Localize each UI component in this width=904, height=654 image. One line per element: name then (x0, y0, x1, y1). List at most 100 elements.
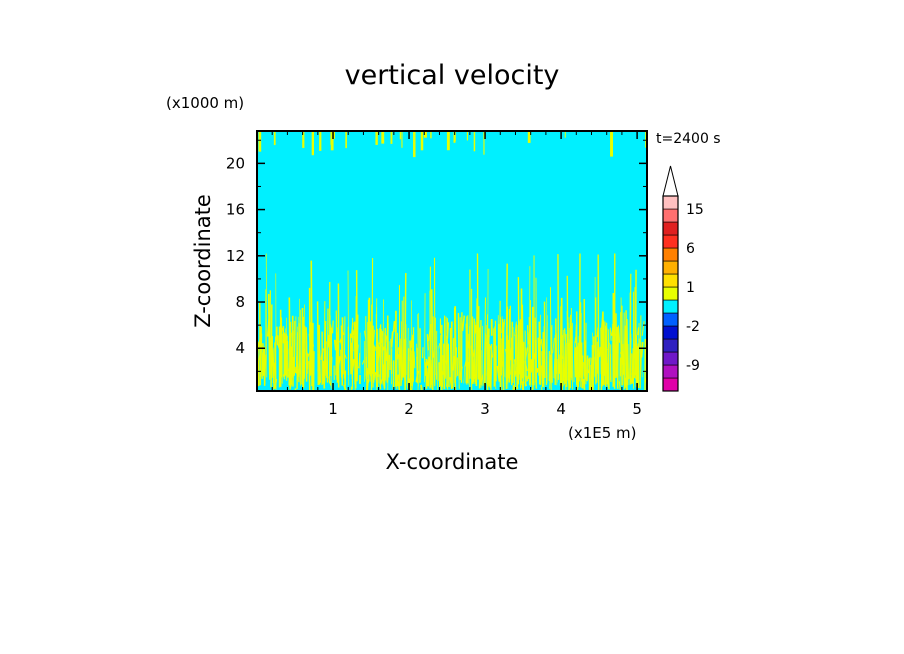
updraft-streak (524, 360, 528, 372)
updraft-streak (372, 325, 375, 383)
updraft-streak (311, 339, 315, 347)
updraft-streak (341, 330, 345, 336)
x-axis-label: X-coordinate (386, 450, 519, 474)
updraft-streak (567, 342, 571, 351)
updraft-streak (410, 334, 414, 348)
updraft-streak (377, 346, 380, 384)
updraft-streak (588, 357, 591, 374)
colorbar-segment (662, 234, 679, 249)
updraft-streak (624, 377, 628, 388)
colorbar-segment (662, 351, 679, 366)
chart-title: vertical velocity (345, 60, 560, 91)
colorbar-frame (662, 195, 679, 392)
colorbar-segment (662, 299, 679, 314)
updraft-streak (431, 341, 435, 358)
updraft-streak (613, 342, 617, 356)
updraft-streak (310, 260, 313, 387)
updraft-streak (552, 337, 555, 354)
updraft-streak (529, 359, 533, 373)
updraft-streak (500, 338, 503, 376)
colorbar-segment (662, 325, 679, 340)
updraft-streak (351, 342, 354, 352)
updraft-streak (426, 334, 430, 351)
updraft-streak (358, 352, 361, 369)
updraft-streak (337, 355, 342, 367)
updraft-streak (615, 339, 618, 357)
x-tick-label: 1 (328, 400, 338, 418)
x-unit-label: (x1E5 m) (568, 424, 637, 442)
updraft-streak (550, 324, 553, 384)
updraft-streak (446, 322, 450, 339)
updraft-streak (440, 331, 443, 337)
updraft-streak (366, 321, 368, 388)
updraft-streak (602, 376, 605, 386)
updraft-streak (320, 348, 324, 360)
updraft-streak (629, 354, 632, 371)
updraft-streak (476, 253, 479, 377)
updraft-streak (328, 376, 332, 386)
updraft-streak (282, 374, 286, 380)
updraft-streak (329, 324, 333, 335)
x-tick-label: 5 (632, 400, 642, 418)
updraft-streak (463, 365, 466, 384)
updraft-streak (331, 356, 333, 371)
updraft-streak (437, 345, 439, 390)
updraft-streak (449, 327, 452, 381)
updraft-streak (644, 378, 647, 383)
updraft-streak (474, 324, 477, 334)
updraft-streak (327, 334, 331, 348)
updraft-streak (307, 351, 311, 356)
colorbar-tick-label: 6 (686, 241, 695, 257)
time-label: t=2400 s (656, 131, 721, 147)
updraft-streak (347, 270, 350, 386)
updraft-streak (567, 377, 570, 386)
updraft-streak (273, 378, 278, 390)
updraft-streak (271, 358, 275, 368)
updraft-streak (594, 344, 597, 353)
updraft-streak (632, 351, 636, 363)
updraft-streak (486, 337, 488, 376)
updraft-streak (624, 337, 628, 353)
updraft-streak (308, 333, 311, 343)
updraft-streak (368, 347, 371, 355)
updraft-streak (561, 354, 564, 359)
updraft-streak (461, 315, 466, 332)
updraft-streak (290, 346, 293, 387)
y-tick-label: 16 (226, 201, 245, 219)
updraft-streak (597, 254, 600, 391)
updraft-streak (303, 304, 305, 378)
updraft-streak (385, 348, 388, 361)
updraft-streak (521, 381, 524, 391)
updraft-streak (521, 311, 523, 386)
updraft-streak (390, 331, 394, 348)
updraft-streak (269, 290, 271, 380)
updraft-streak (258, 354, 261, 361)
updraft-streak (454, 306, 457, 378)
updraft-streak (566, 310, 569, 380)
updraft-streak (475, 298, 478, 387)
updraft-streak (571, 356, 573, 379)
updraft-streak (378, 342, 382, 347)
updraft-streak (308, 361, 311, 391)
updraft-streak (379, 374, 382, 390)
updraft-streak (395, 369, 398, 386)
y-axis-label: Z-coordinate (191, 194, 215, 328)
updraft-streak (614, 331, 618, 337)
updraft-streak (563, 363, 565, 386)
updraft-streak (575, 358, 578, 370)
updraft-streak (355, 344, 359, 362)
updraft-streak (509, 347, 513, 361)
updraft-streak (340, 340, 344, 348)
y-tick-label: 12 (226, 247, 245, 265)
y-axis: 4 8 12 16 20 (226, 139, 647, 372)
updraft-streak (392, 321, 396, 333)
updraft-streak (298, 352, 301, 377)
updraft-streak (629, 368, 632, 385)
updraft-streak (604, 343, 608, 351)
updraft-streak (467, 336, 471, 349)
updraft-streak (407, 328, 409, 389)
updraft-streak (559, 306, 562, 386)
updraft-streak (354, 295, 358, 389)
updraft-streak (386, 323, 389, 380)
updraft-streak (413, 351, 416, 369)
